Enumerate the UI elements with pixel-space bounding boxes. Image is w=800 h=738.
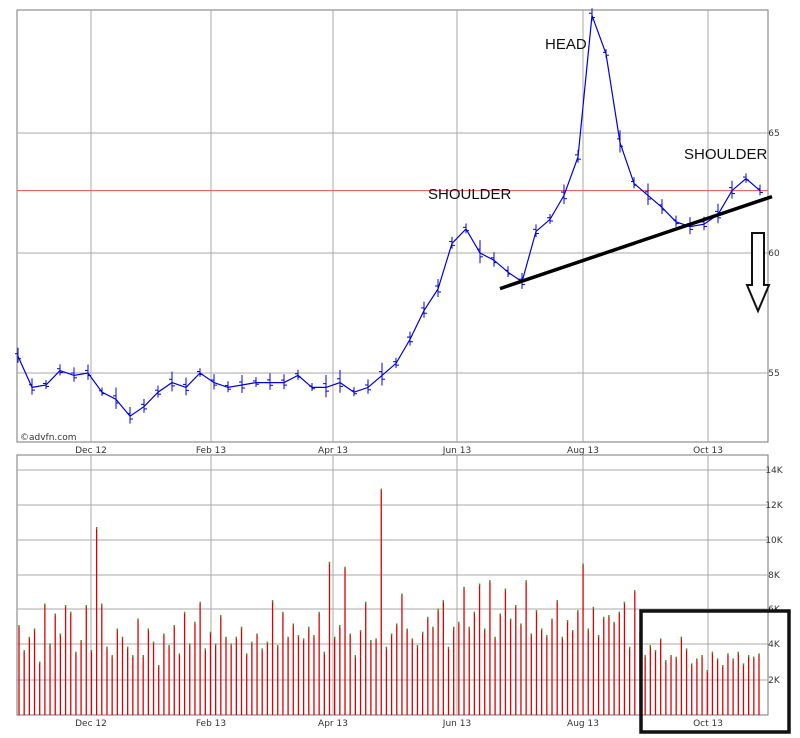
price-x-tick-label: Jun 13 <box>442 446 471 456</box>
price-y-tick-label: 55 <box>768 369 779 379</box>
price-frame <box>16 9 769 443</box>
neckline <box>499 194 773 291</box>
price-y-tick-label: 60 <box>768 249 780 259</box>
right-shoulder-annotation: SHOULDER <box>684 146 768 163</box>
price-x-tick-label: Oct 13 <box>693 446 723 456</box>
price-x-tick-label: Dec 12 <box>75 446 107 456</box>
volume-x-tick-label: Dec 12 <box>75 719 107 729</box>
left-shoulder-annotation: SHOULDER <box>428 186 512 203</box>
volume-y-tick-label: 10K <box>765 536 783 546</box>
highlight-box <box>639 609 791 734</box>
pattern-annotations <box>499 194 791 734</box>
price-x-tick-label: Apr 13 <box>318 446 348 456</box>
price-panel: Dec 12 Feb 13 Apr 13 Jun 13 Aug 13 Oct 13 55 60… <box>15 8 780 456</box>
volume-frame <box>16 454 769 716</box>
volume-x-tick-label: Jun 13 <box>442 719 471 729</box>
volume-y-tick-label: 14K <box>765 466 783 476</box>
volume-y-tick-label: 8K <box>768 571 781 581</box>
price-x-tick-label: Feb 13 <box>196 446 226 456</box>
volume-y-tick-label: 2K <box>768 676 781 686</box>
source-label: ©advfn.com <box>20 433 77 443</box>
volume-x-tick-label: Oct 13 <box>693 719 723 729</box>
volume-y-tick-label: 4K <box>768 640 781 650</box>
volume-x-tick-label: Feb 13 <box>196 719 226 729</box>
price-y-tick-label: 65 <box>768 129 779 139</box>
price-x-tick-label: Aug 13 <box>567 446 599 456</box>
volume-x-tick-label: Apr 13 <box>318 719 348 729</box>
volume-y-tick-label: 12K <box>765 501 783 511</box>
volume-panel: Dec 12 Feb 13 Apr 13 Jun 13 Aug 13 Oct 13 2K 4K… <box>16 454 784 729</box>
down-arrow <box>745 232 771 314</box>
volume-x-tick-label: Aug 13 <box>567 719 599 729</box>
head-annotation: HEAD <box>545 36 587 53</box>
